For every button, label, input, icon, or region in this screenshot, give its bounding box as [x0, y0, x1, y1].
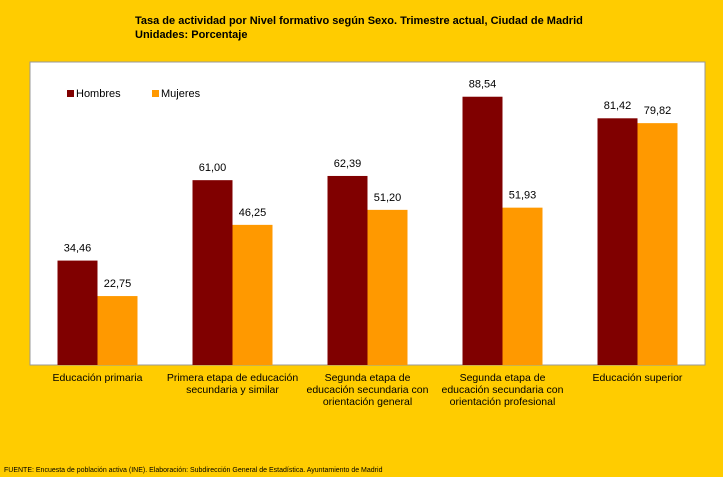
bar [367, 209, 408, 365]
x-tick-label: Primera etapa de educación secundaria y … [166, 372, 299, 396]
legend-swatch [67, 90, 74, 97]
legend-label: Hombres [76, 88, 121, 100]
data-label: 51,93 [509, 190, 537, 202]
bar [597, 118, 638, 366]
bar [97, 296, 138, 365]
bar [232, 224, 273, 365]
legend-box [55, 80, 240, 108]
data-label: 22,75 [104, 278, 132, 290]
data-label: 46,25 [239, 207, 267, 219]
x-tick-label: Segunda etapa de educación secundaria co… [306, 372, 429, 408]
legend-swatch [152, 90, 159, 97]
x-tick-label: Educación primaria [52, 372, 143, 384]
data-label: 79,82 [644, 105, 672, 117]
bar [637, 123, 678, 365]
x-tick-label: Educación superior [592, 372, 683, 384]
x-tick-label: Segunda etapa de educación secundaria co… [441, 372, 564, 408]
source-note: FUENTE: Encuesta de población activa (IN… [4, 467, 383, 474]
bar [462, 96, 503, 365]
data-label: 62,39 [334, 158, 362, 170]
bar [327, 175, 368, 365]
data-label: 51,20 [374, 192, 402, 204]
chart-subtitle: Unidades: Porcentaje [135, 29, 247, 41]
data-label: 61,00 [199, 162, 227, 174]
bar [57, 260, 98, 365]
bar [192, 180, 233, 365]
data-label: 34,46 [64, 242, 92, 254]
data-label: 88,54 [469, 79, 497, 91]
data-label: 81,42 [604, 100, 632, 112]
chart-title: Tasa de actividad por Nivel formativo se… [135, 15, 583, 27]
legend-label: Mujeres [161, 88, 201, 100]
bar [502, 207, 543, 365]
